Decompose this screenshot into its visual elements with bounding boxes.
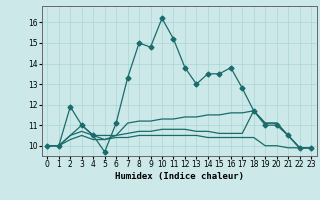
X-axis label: Humidex (Indice chaleur): Humidex (Indice chaleur) <box>115 172 244 181</box>
